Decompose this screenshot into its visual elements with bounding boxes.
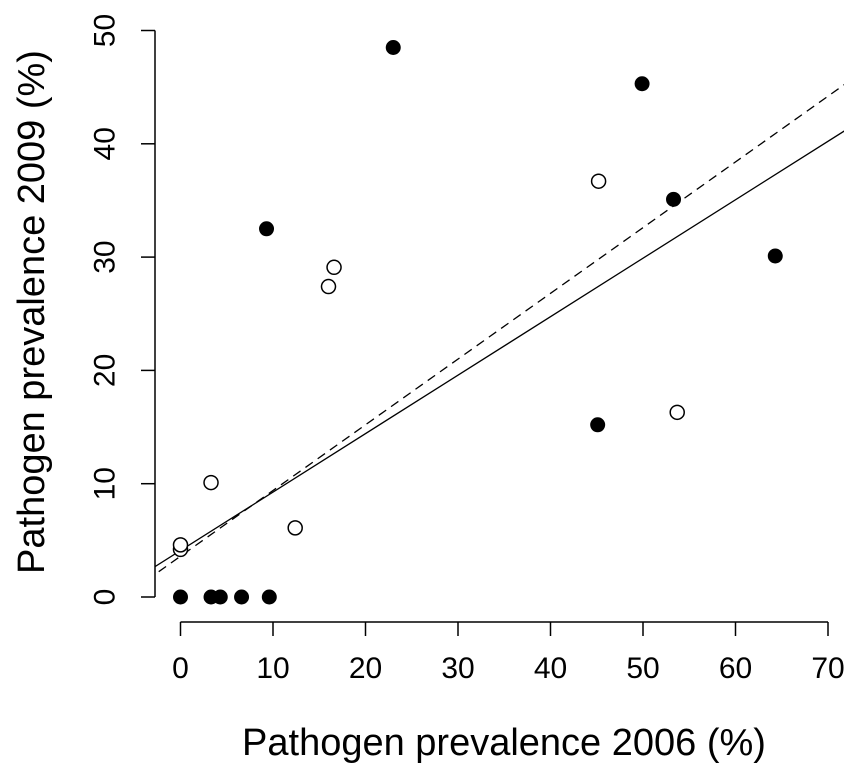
y-axis-label: Pathogen prevalence 2009 (%) xyxy=(11,50,53,574)
x-tick-label: 0 xyxy=(172,652,189,685)
y-tick-label: 30 xyxy=(89,240,122,273)
open-point xyxy=(326,259,342,276)
x-tick-label: 30 xyxy=(441,652,474,685)
y-tick-label: 10 xyxy=(89,467,122,500)
filled-point xyxy=(173,589,188,605)
y-tick-label: 40 xyxy=(89,127,122,160)
x-axis-label: Pathogen prevalence 2006 (%) xyxy=(242,722,766,763)
open-point xyxy=(203,474,219,491)
x-tick-label: 20 xyxy=(349,652,382,685)
filled-point xyxy=(634,76,650,92)
open-point xyxy=(590,173,607,189)
open-point xyxy=(172,537,189,553)
x-tick-label: 10 xyxy=(256,652,289,685)
y-tick-label: 50 xyxy=(89,14,122,47)
y-tick-label: 20 xyxy=(89,354,122,387)
data-points xyxy=(172,39,783,605)
filled-point xyxy=(259,221,275,237)
filled-point xyxy=(261,589,277,605)
dashed-fit-line xyxy=(155,84,844,576)
filled-point xyxy=(666,191,682,207)
x-tick-label: 60 xyxy=(719,652,752,685)
y-tick-label: 0 xyxy=(89,589,122,606)
open-point xyxy=(320,278,337,295)
filled-point xyxy=(212,589,228,605)
axes: 0 10 20 30 40 50 0 10 20 30 40 50 60 70 xyxy=(89,14,844,685)
filled-point xyxy=(767,248,783,264)
open-point xyxy=(287,520,303,536)
x-tick-label: 40 xyxy=(534,652,567,685)
filled-point xyxy=(385,39,401,55)
x-tick-label: 70 xyxy=(811,652,844,685)
open-point xyxy=(669,404,685,421)
fit-lines xyxy=(155,84,844,576)
filled-point xyxy=(234,589,250,605)
x-tick-label: 50 xyxy=(626,652,659,685)
solid-fit-line xyxy=(155,130,844,568)
filled-point xyxy=(590,417,606,433)
